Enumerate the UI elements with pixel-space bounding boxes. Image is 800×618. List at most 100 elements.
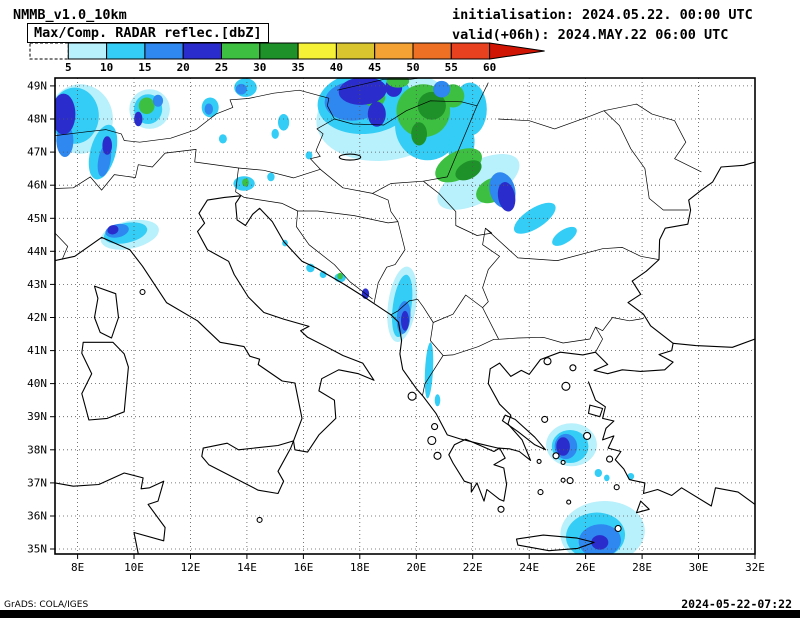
- legend-segment: [144, 42, 184, 60]
- radar-blob: [152, 94, 164, 107]
- radar-blob: [401, 310, 409, 331]
- radar-blob: [278, 114, 290, 131]
- axis-labels: 49N 48N 47N 46N 45N 44N 43N 42N 41N 40N 39N 38N 37N 3…: [27, 79, 765, 574]
- radar-blob: [424, 342, 434, 399]
- radar-blob: [434, 394, 441, 407]
- radar-blob: [411, 122, 427, 146]
- lat-label: 36N: [27, 510, 47, 523]
- initialisation-time: initialisation: 2024.05.22. 00:00 UTC: [452, 7, 753, 23]
- radar-blob: [591, 535, 609, 550]
- lon-label: 12E: [181, 561, 201, 574]
- lat-label: 35N: [27, 543, 47, 556]
- map-canvas: 49N 48N 47N 46N 45N 44N 43N 42N 41N 40N 39N 38N 37N 3…: [27, 77, 765, 574]
- lat-label: 48N: [27, 113, 47, 126]
- radar-blob: [267, 172, 275, 182]
- legend-tick-label: 50: [406, 61, 419, 74]
- lat-label: 39N: [27, 410, 47, 423]
- radar-blob: [604, 474, 610, 482]
- map-frame: [50, 77, 756, 559]
- color-bar-legend: 5 10 15 20 25 30 35 40 45 50 55 60: [29, 42, 545, 74]
- radar-blob: [305, 151, 313, 160]
- radar-blob: [497, 182, 516, 212]
- legend-segment: [450, 42, 491, 60]
- lon-label: 10E: [124, 561, 144, 574]
- lon-label: 30E: [689, 561, 709, 574]
- lat-label: 44N: [27, 245, 47, 258]
- bottom-bar: [0, 610, 800, 618]
- lon-label: 26E: [576, 561, 596, 574]
- legend-tick-label: 40: [330, 61, 343, 74]
- radar-blob: [107, 225, 119, 235]
- lat-label: 38N: [27, 443, 47, 456]
- lat-label: 47N: [27, 146, 47, 159]
- lon-label: 24E: [519, 561, 539, 574]
- radar-blob: [55, 93, 76, 135]
- radar-blob: [102, 136, 112, 155]
- radar-blob: [433, 80, 451, 98]
- radar-blob: [134, 111, 143, 127]
- lat-label: 49N: [27, 79, 47, 92]
- lon-label: 28E: [632, 561, 652, 574]
- radar-blob: [455, 160, 482, 181]
- coastlines: [55, 153, 755, 554]
- legend-segment: [67, 42, 108, 60]
- legend-tick-label: 10: [100, 61, 113, 74]
- country-borders: [55, 78, 702, 396]
- radar-blob: [242, 178, 249, 187]
- radar-blob: [271, 128, 279, 139]
- radar-blob: [235, 83, 247, 95]
- legend-tick-label: 25: [215, 61, 228, 74]
- legend-segment: [412, 42, 452, 60]
- radar-blob: [437, 154, 520, 210]
- model-title: NMMB_v1.0_10km: [13, 7, 127, 23]
- legend-tick-label: 15: [138, 61, 151, 74]
- lon-label: 14E: [237, 561, 257, 574]
- valid-time: valid(+06h): 2024.MAY.22 06:00 UTC: [452, 27, 729, 43]
- lon-label: 20E: [406, 561, 426, 574]
- lat-label: 40N: [27, 377, 47, 390]
- legend-tick-label: 60: [483, 61, 496, 74]
- lat-label: 45N: [27, 212, 47, 225]
- legend-tick-label: 45: [368, 61, 381, 74]
- lon-label: 22E: [463, 561, 483, 574]
- legend-segment: [29, 42, 69, 60]
- legend-tick-label: 20: [177, 61, 190, 74]
- lat-label: 41N: [27, 344, 47, 357]
- lat-label: 42N: [27, 311, 47, 324]
- lon-label: 18E: [350, 561, 370, 574]
- legend-arrow: [489, 42, 545, 60]
- legend-title: Max/Comp. RADAR reflec.[dbZ]: [27, 23, 269, 43]
- grid-lines: [55, 78, 755, 554]
- radar-blob: [552, 226, 577, 246]
- legend-segment: [106, 42, 146, 60]
- legend-tick-label: 55: [445, 61, 458, 74]
- radar-blob: [337, 272, 343, 280]
- grads-credit: GrADS: COLA/IGES: [4, 600, 89, 610]
- lon-label: 16E: [293, 561, 313, 574]
- radar-blob: [338, 78, 387, 105]
- legend-segment: [374, 42, 414, 60]
- legend-tick-label: 30: [253, 61, 266, 74]
- radar-blob: [417, 91, 446, 120]
- legend-segment: [259, 42, 299, 60]
- lon-label: 32E: [745, 561, 765, 574]
- lat-label: 43N: [27, 278, 47, 291]
- radar-blob: [204, 103, 213, 115]
- legend-segment: [335, 42, 376, 60]
- radar-blob: [218, 134, 227, 144]
- radar-blob: [367, 101, 386, 127]
- radar-shading: [55, 78, 645, 554]
- lat-label: 37N: [27, 476, 47, 489]
- lon-label: 8E: [71, 561, 84, 574]
- legend-tick-label: 5: [65, 61, 72, 74]
- radar-blob: [556, 437, 570, 456]
- lat-label: 46N: [27, 179, 47, 192]
- legend-tick-label: 35: [291, 61, 304, 74]
- creation-timestamp: 2024-05-22-07:22: [681, 597, 792, 611]
- radar-blob: [138, 97, 155, 115]
- legend-segment: [221, 42, 261, 60]
- radar-blob: [594, 469, 602, 477]
- legend-segment: [297, 42, 337, 60]
- radar-blob: [386, 78, 410, 88]
